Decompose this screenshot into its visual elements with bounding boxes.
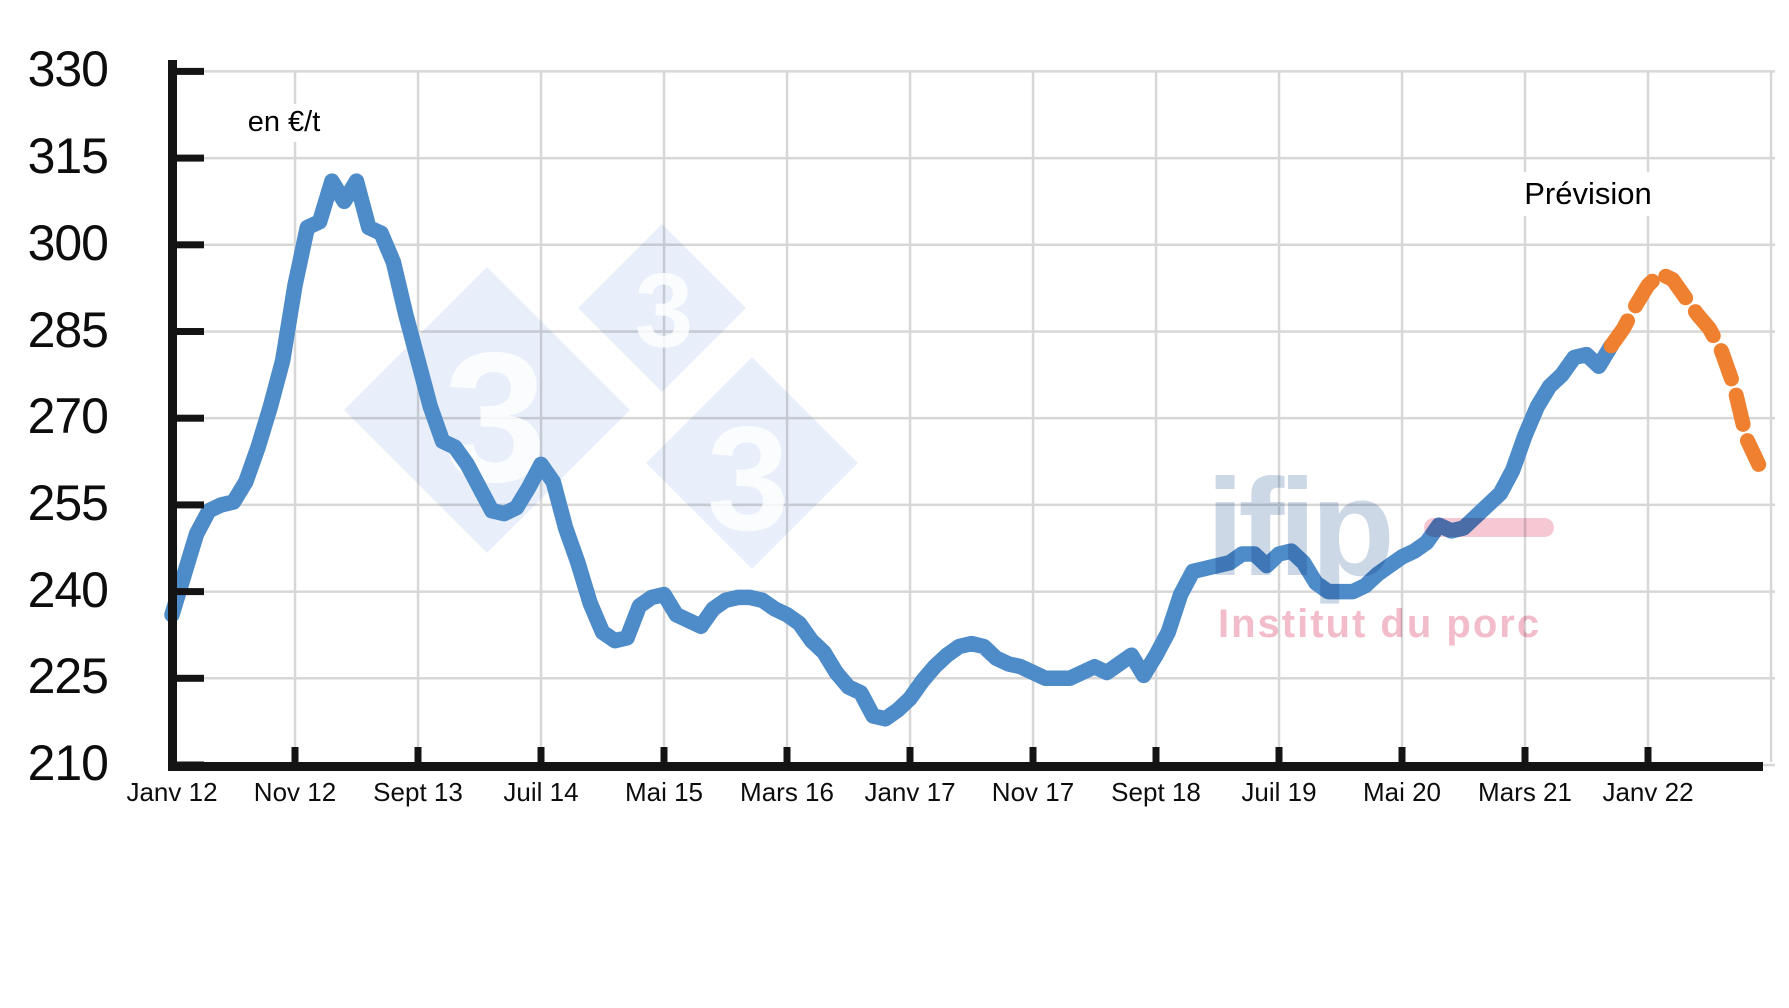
x-tick-label: Mai 20 (1362, 777, 1442, 807)
y-tick-label: 285 (27, 301, 109, 358)
x-tick-label: Juil 14 (503, 777, 579, 807)
x-tick-label: Janv 17 (864, 777, 956, 807)
actual-price-line (164, 173, 1619, 727)
forecast-price-line (1603, 266, 1767, 472)
y-tick-label: 300 (27, 214, 109, 271)
x-tick-label: Nov 17 (991, 777, 1075, 807)
x-tick-label: Sept 18 (1111, 777, 1201, 807)
watermark-digit: 3 (635, 253, 693, 370)
diamond-watermark-icon (646, 357, 858, 569)
x-tick-label: Janv 12 (126, 777, 218, 807)
x-tick-label: Mars 21 (1478, 777, 1572, 807)
watermark-digit: 3 (707, 397, 789, 562)
x-tick-label: Mai 15 (624, 777, 704, 807)
ifip-logo-text: ifip (1206, 451, 1390, 605)
x-tick-label: Juil 19 (1241, 777, 1317, 807)
axes (168, 60, 1763, 771)
y-tick-label: 255 (27, 474, 109, 531)
watermark-diamond-digits: 333 (444, 253, 790, 562)
y-tick-label: 225 (27, 648, 109, 705)
x-tick-label: Sept 13 (373, 777, 463, 807)
y-tick-label: 270 (27, 388, 109, 445)
diamond-watermark-icon (578, 224, 746, 392)
y-axis-line (168, 60, 177, 771)
x-tick-label: Mars 16 (740, 777, 834, 807)
unit-label: en €/t (231, 104, 337, 142)
ifip-subtitle-text: Institut du porc (1218, 602, 1541, 646)
y-tick-label: 210 (27, 735, 109, 791)
forecast-annotation: Prévision (1508, 172, 1668, 217)
y-tick-label: 330 (27, 41, 109, 98)
x-axis-line (168, 762, 1763, 771)
x-tick-label: Nov 12 (253, 777, 337, 807)
y-tick-label: 315 (27, 128, 109, 185)
x-tick-label: Janv 22 (1602, 777, 1694, 807)
y-tick-label: 240 (27, 561, 109, 618)
ifip-logo-swoosh-icon (1424, 518, 1554, 537)
